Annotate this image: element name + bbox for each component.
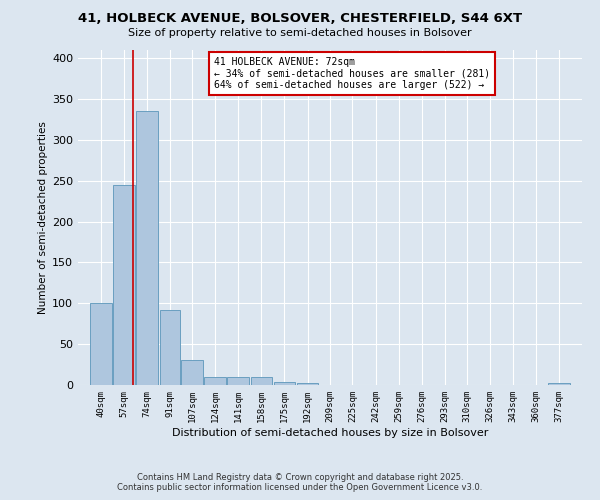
Text: Size of property relative to semi-detached houses in Bolsover: Size of property relative to semi-detach…	[128, 28, 472, 38]
Bar	[251, 377, 272, 385]
X-axis label: Distribution of semi-detached houses by size in Bolsover: Distribution of semi-detached houses by …	[172, 428, 488, 438]
Bar	[274, 382, 295, 385]
Text: 41, HOLBECK AVENUE, BOLSOVER, CHESTERFIELD, S44 6XT: 41, HOLBECK AVENUE, BOLSOVER, CHESTERFIE…	[78, 12, 522, 26]
Bar	[205, 377, 226, 385]
Text: Contains HM Land Registry data © Crown copyright and database right 2025.
Contai: Contains HM Land Registry data © Crown c…	[118, 473, 482, 492]
Bar	[297, 384, 319, 385]
Bar	[113, 185, 135, 385]
Y-axis label: Number of semi-detached properties: Number of semi-detached properties	[38, 121, 48, 314]
Text: 41 HOLBECK AVENUE: 72sqm
← 34% of semi-detached houses are smaller (281)
64% of : 41 HOLBECK AVENUE: 72sqm ← 34% of semi-d…	[214, 56, 490, 90]
Bar	[160, 310, 180, 385]
Bar	[90, 304, 112, 385]
Bar	[181, 360, 203, 385]
Bar	[227, 377, 249, 385]
Bar	[136, 112, 158, 385]
Bar	[548, 384, 570, 385]
